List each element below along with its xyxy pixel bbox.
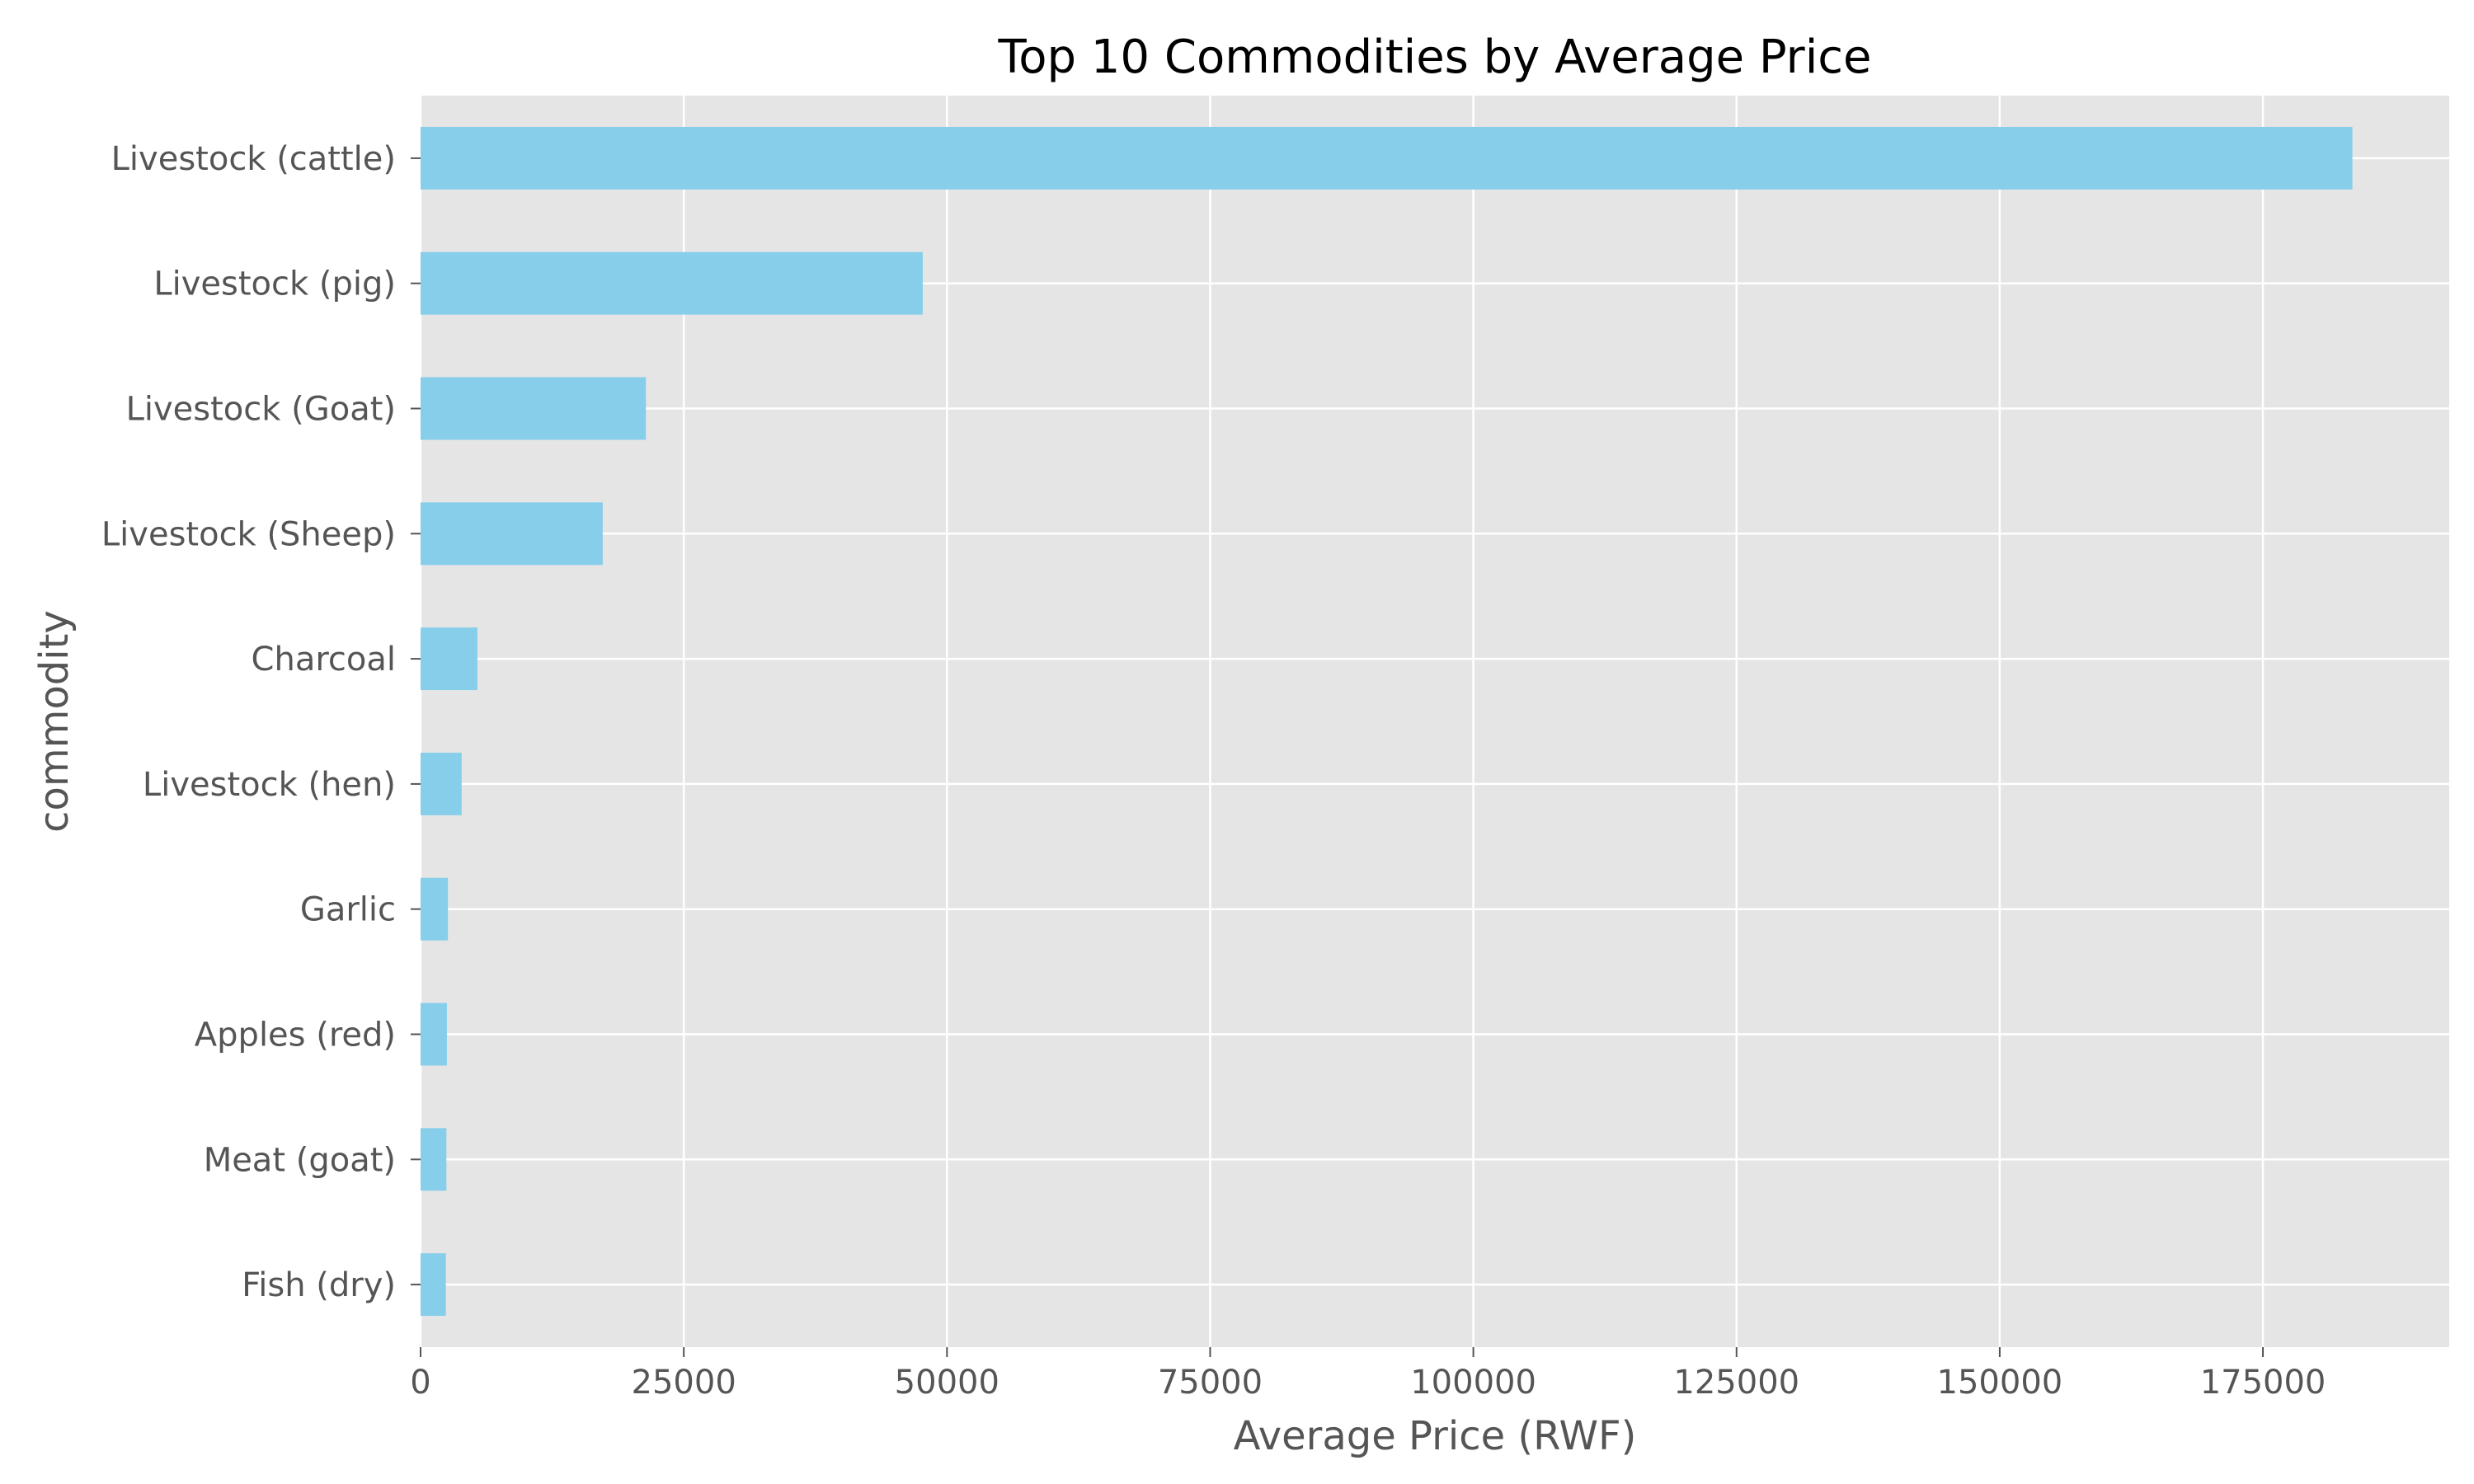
- y-tick-label: Meat (goat): [204, 1141, 396, 1179]
- y-axis-label: commodity: [31, 610, 78, 833]
- x-tick-label: 0: [410, 1364, 430, 1402]
- y-tick-label: Garlic: [300, 891, 396, 929]
- bar: [421, 752, 462, 815]
- x-tick-label: 150000: [1937, 1364, 2063, 1402]
- bar: [421, 627, 477, 691]
- bar: [421, 377, 647, 440]
- y-tick-label: Charcoal: [252, 641, 396, 679]
- y-tick-label: Livestock (cattle): [111, 140, 396, 178]
- x-tick-label: 75000: [1158, 1364, 1263, 1402]
- bar: [421, 251, 923, 315]
- x-tick-label: 175000: [2200, 1364, 2326, 1402]
- bar: [421, 877, 449, 941]
- y-tick-label: Livestock (Goat): [126, 391, 396, 429]
- y-tick-label: Livestock (Sheep): [101, 515, 396, 553]
- x-tick-label: 125000: [1673, 1364, 1799, 1402]
- y-axis-ticks: Livestock (cattle) Livestock (pig) Livesto…: [101, 140, 421, 1304]
- bars: [421, 126, 2353, 1317]
- bar: [421, 1253, 446, 1317]
- y-tick-label: Livestock (hen): [143, 766, 396, 804]
- bar: [421, 502, 603, 566]
- y-tick-label: Livestock (pig): [153, 265, 396, 303]
- x-axis-label: Average Price (RWF): [1234, 1413, 1637, 1459]
- x-tick-label: 100000: [1410, 1364, 1536, 1402]
- y-tick-label: Fish (dry): [242, 1266, 396, 1304]
- bar: [421, 126, 2353, 190]
- y-tick-label: Apples (red): [195, 1017, 396, 1054]
- bar: [421, 1003, 447, 1066]
- x-tick-label: 25000: [632, 1364, 736, 1402]
- bar: [421, 1128, 447, 1191]
- x-tick-label: 50000: [895, 1364, 999, 1402]
- chart-title: Top 10 Commodities by Average Price: [998, 31, 1872, 84]
- x-axis-ticks: 0 25000 50000 75000 100000 125000 150000 175000: [410, 1347, 2326, 1402]
